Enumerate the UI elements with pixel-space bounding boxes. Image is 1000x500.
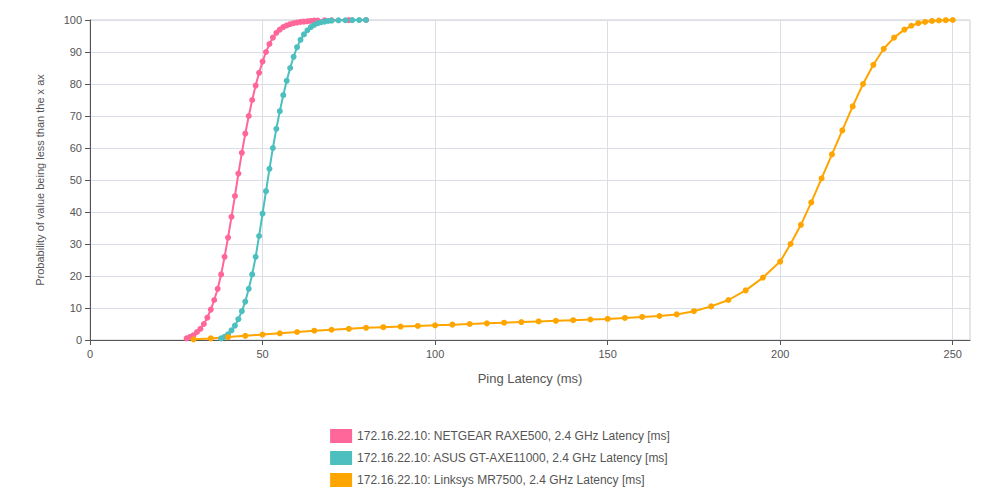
svg-text:172.16.22.10: NETGEAR RAXE500,: 172.16.22.10: NETGEAR RAXE500, 2.4 GHz L… (357, 429, 670, 443)
svg-text:30: 30 (70, 238, 82, 250)
svg-text:50: 50 (70, 174, 82, 186)
svg-text:50: 50 (256, 348, 268, 360)
svg-text:Ping Latency (ms): Ping Latency (ms) (478, 371, 583, 386)
svg-text:150: 150 (598, 348, 616, 360)
svg-text:100: 100 (426, 348, 444, 360)
svg-text:20: 20 (70, 270, 82, 282)
svg-text:60: 60 (70, 142, 82, 154)
svg-text:90: 90 (70, 46, 82, 58)
svg-text:200: 200 (771, 348, 789, 360)
svg-text:70: 70 (70, 110, 82, 122)
svg-text:80: 80 (70, 78, 82, 90)
svg-text:10: 10 (70, 302, 82, 314)
svg-text:100: 100 (64, 14, 82, 26)
svg-text:40: 40 (70, 206, 82, 218)
svg-text:0: 0 (87, 348, 93, 360)
svg-text:250: 250 (944, 348, 962, 360)
svg-text:172.16.22.10: ASUS GT-AXE11000: 172.16.22.10: ASUS GT-AXE11000, 2.4 GHz … (357, 451, 668, 465)
svg-text:172.16.22.10: Linksys MR7500,: 172.16.22.10: Linksys MR7500, 2.4 GHz La… (357, 473, 644, 487)
svg-text:0: 0 (76, 334, 82, 346)
svg-text:Probability of value being les: Probability of value being less than the… (34, 74, 46, 286)
